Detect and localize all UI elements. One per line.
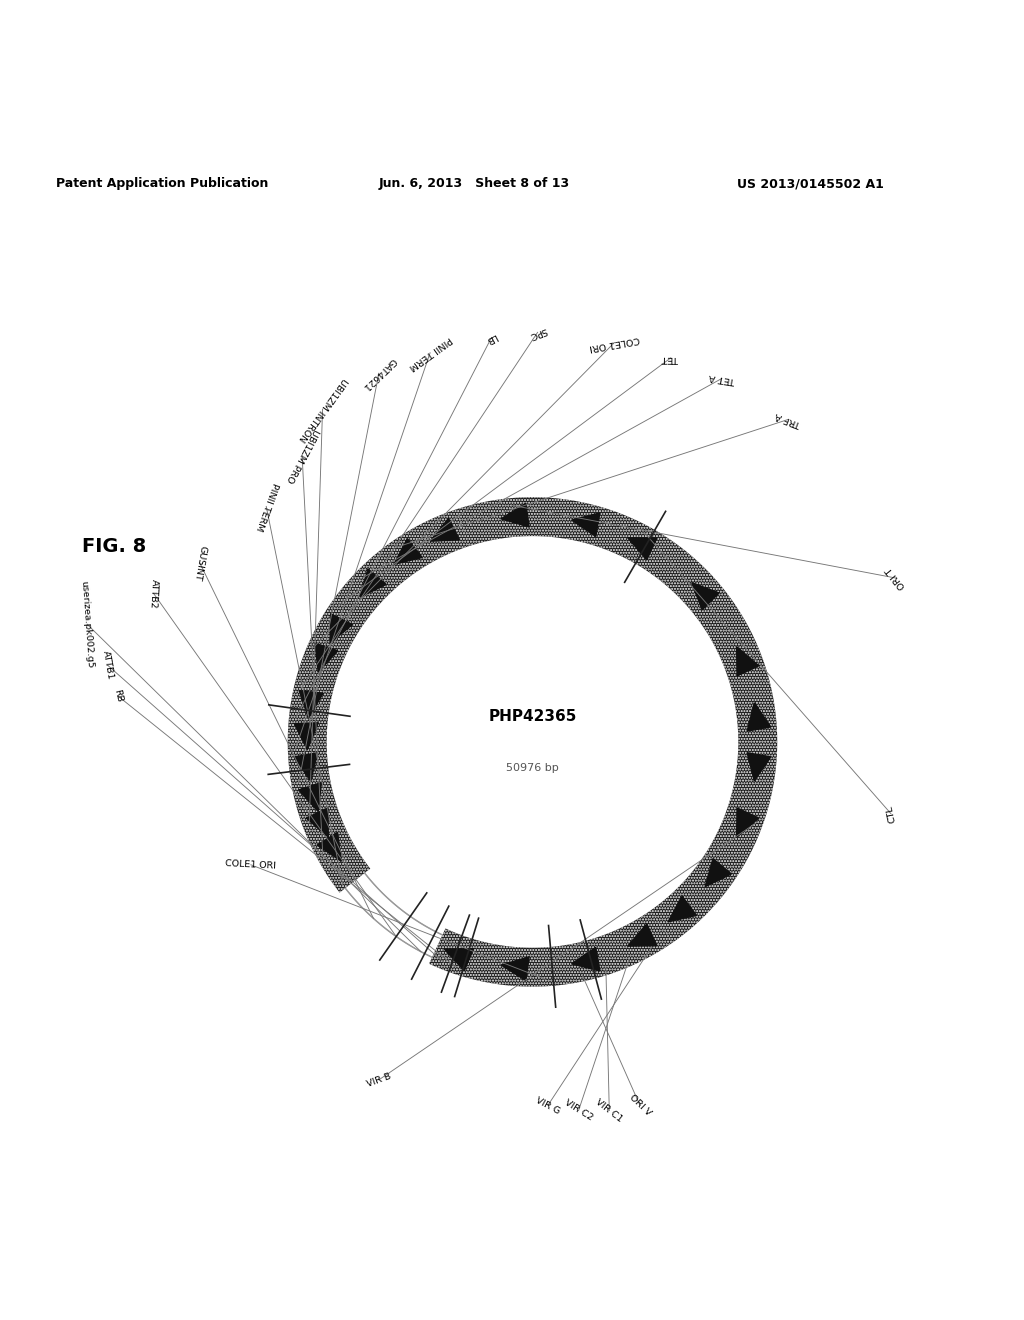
Text: UBI1ZM INTRON: UBI1ZM INTRON	[297, 376, 348, 442]
Polygon shape	[288, 700, 371, 892]
Polygon shape	[394, 539, 422, 565]
Text: COLE1 ORI: COLE1 ORI	[225, 859, 276, 871]
Polygon shape	[299, 690, 324, 718]
Text: VIR C1: VIR C1	[594, 1097, 625, 1123]
Polygon shape	[317, 833, 341, 862]
Text: CTL: CTL	[885, 804, 897, 824]
Text: TRF A: TRF A	[774, 411, 803, 429]
Polygon shape	[650, 742, 777, 942]
Polygon shape	[429, 911, 673, 986]
Polygon shape	[294, 752, 317, 781]
Polygon shape	[359, 569, 386, 597]
Text: GUSINT: GUSINT	[193, 544, 207, 581]
Polygon shape	[295, 723, 318, 750]
Text: COLE1 ORI: COLE1 ORI	[589, 334, 640, 351]
Text: VIR C2: VIR C2	[563, 1098, 594, 1123]
Text: Patent Application Publication: Patent Application Publication	[56, 177, 268, 190]
Polygon shape	[748, 702, 771, 731]
Polygon shape	[315, 643, 338, 672]
Polygon shape	[571, 948, 600, 972]
Text: PINII TERM: PINII TERM	[253, 482, 280, 532]
Polygon shape	[748, 752, 771, 781]
Polygon shape	[444, 949, 474, 970]
Polygon shape	[501, 957, 529, 981]
Polygon shape	[692, 582, 719, 610]
Polygon shape	[706, 858, 731, 887]
Text: ORI T: ORI T	[885, 565, 907, 591]
Text: RB: RB	[112, 689, 124, 704]
Polygon shape	[299, 783, 322, 812]
Polygon shape	[628, 924, 656, 946]
Text: ATTB2: ATTB2	[148, 578, 159, 609]
Text: GAT4621: GAT4621	[360, 355, 397, 391]
Polygon shape	[668, 896, 696, 921]
Text: LB: LB	[484, 331, 499, 345]
Polygon shape	[292, 510, 469, 706]
Polygon shape	[430, 519, 460, 541]
Text: FIG. 8: FIG. 8	[82, 537, 146, 556]
Polygon shape	[736, 647, 759, 676]
Text: ATTB1: ATTB1	[100, 649, 115, 680]
Text: VIR B: VIR B	[366, 1072, 392, 1089]
Polygon shape	[330, 614, 352, 643]
Polygon shape	[306, 808, 329, 837]
Polygon shape	[457, 498, 777, 742]
Text: PHP42365: PHP42365	[488, 709, 577, 723]
Text: userizea.pk002.g5: userizea.pk002.g5	[80, 579, 94, 668]
Polygon shape	[501, 503, 529, 527]
Text: TET: TET	[662, 354, 680, 363]
Text: ORI V: ORI V	[628, 1093, 652, 1118]
Text: VIR G: VIR G	[535, 1096, 561, 1115]
Text: UBI1ZM PRO: UBI1ZM PRO	[284, 426, 321, 483]
Text: TET A: TET A	[708, 372, 736, 385]
Text: PINII TERM: PINII TERM	[408, 334, 453, 371]
Text: 50976 bp: 50976 bp	[506, 763, 559, 772]
Text: Jun. 6, 2013   Sheet 8 of 13: Jun. 6, 2013 Sheet 8 of 13	[379, 177, 570, 190]
Polygon shape	[628, 537, 656, 560]
Text: SPC: SPC	[527, 325, 548, 339]
Text: US 2013/0145502 A1: US 2013/0145502 A1	[737, 177, 884, 190]
Polygon shape	[571, 513, 600, 536]
Polygon shape	[736, 808, 759, 837]
